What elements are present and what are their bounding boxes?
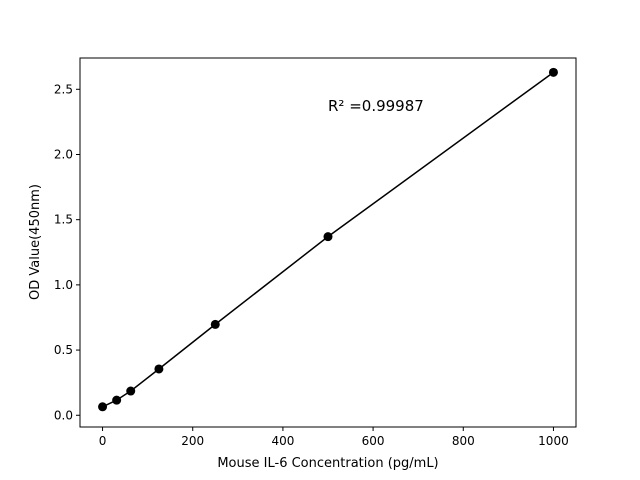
- data-point: [154, 364, 164, 374]
- x-tick-label: 200: [181, 434, 204, 448]
- data-point: [548, 67, 558, 77]
- data-point: [323, 232, 333, 242]
- x-tick-label: 0: [99, 434, 107, 448]
- x-axis-label: Mouse IL-6 Concentration (pg/mL): [217, 456, 438, 471]
- y-tick-label: 0.5: [54, 343, 73, 357]
- y-tick-label: 1.5: [54, 213, 73, 227]
- x-tick-label: 1000: [538, 434, 569, 448]
- y-tick-label: 0.0: [54, 408, 73, 422]
- data-point: [126, 386, 136, 396]
- data-point: [112, 395, 122, 405]
- x-tick-label: 600: [362, 434, 385, 448]
- series: [98, 67, 558, 412]
- y-axis: 0.0 0.5 1.0 1.5 2.0 2.5: [54, 82, 80, 422]
- y-axis-label: OD Value(450nm): [28, 184, 43, 300]
- data-point: [98, 402, 108, 412]
- x-tick-label: 800: [452, 434, 475, 448]
- y-tick-label: 2.0: [54, 147, 73, 161]
- r-squared-annotation: R² =0.99987: [328, 97, 424, 115]
- x-tick-label: 400: [271, 434, 294, 448]
- y-tick-label: 1.0: [54, 278, 73, 292]
- data-point: [210, 319, 220, 329]
- x-axis: 0 200 400 600 800 1000: [99, 427, 569, 448]
- y-tick-label: 2.5: [54, 82, 73, 96]
